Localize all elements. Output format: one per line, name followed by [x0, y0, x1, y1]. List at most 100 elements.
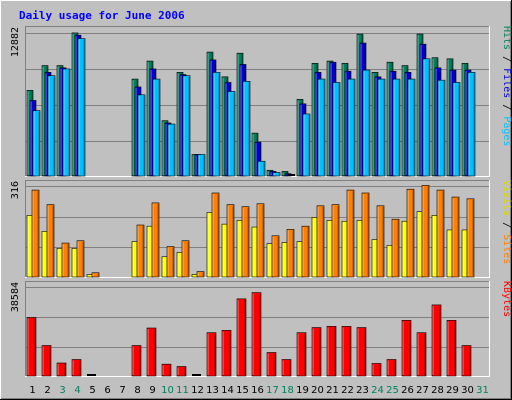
bar-sites-day-12	[196, 271, 205, 278]
bar-sites-day-29-face	[451, 196, 460, 278]
bar-pages-day-26	[407, 78, 416, 177]
bar-sites-day-13	[211, 192, 220, 278]
series-legend-label: Visits / Sites	[501, 180, 512, 264]
bar-pages-day-16	[257, 160, 266, 177]
bar-sites-day-24	[376, 205, 385, 278]
bar-sites-day-5-face	[91, 272, 100, 278]
bar-pages-day-24-face	[377, 78, 386, 177]
bar-kbytes-day-8	[131, 345, 142, 377]
x-tick-label-day-7: 7	[119, 385, 125, 396]
bar-kbytes-day-2-face	[41, 345, 52, 377]
bar-pages-day-4	[77, 38, 86, 177]
x-tick-label-day-14: 14	[221, 385, 234, 396]
bar-pages-day-30	[467, 72, 476, 177]
bar-sites-day-10-face	[166, 246, 175, 278]
bar-pages-day-29	[452, 82, 461, 177]
bar-sites-day-9-face	[151, 202, 160, 278]
bar-pages-day-12-face	[197, 154, 206, 177]
bar-sites-day-8-face	[136, 224, 145, 278]
bar-sites-day-18-face	[286, 229, 295, 278]
bar-pages-day-15-face	[242, 81, 251, 177]
bar-kbytes-day-16	[251, 292, 262, 377]
bar-kbytes-day-20-face	[311, 327, 322, 377]
bar-sites-day-16-face	[256, 203, 265, 278]
bar-pages-day-14	[227, 91, 236, 177]
bar-pages-day-9	[152, 78, 161, 177]
bar-kbytes-day-2	[41, 345, 52, 377]
bar-kbytes-day-23	[356, 327, 367, 377]
bar-sites-day-23-face	[361, 192, 370, 278]
bar-sites-day-3-face	[61, 242, 70, 278]
legend-label-part-3: /	[501, 98, 512, 116]
bar-kbytes-day-1	[26, 317, 37, 377]
bar-pages-day-24	[377, 78, 386, 177]
bar-kbytes-day-17	[266, 352, 277, 377]
bar-sites-day-8	[136, 224, 145, 278]
bar-pages-day-20-face	[317, 78, 326, 177]
bar-pages-day-13-face	[212, 72, 221, 177]
bar-pages-day-25	[392, 78, 401, 177]
bar-pages-day-8	[137, 94, 146, 177]
x-tick-label-day-30: 30	[461, 385, 474, 396]
bar-pages-day-20	[317, 78, 326, 177]
bar-sites-day-12-face	[196, 271, 205, 278]
x-tick-label-day-13: 13	[206, 385, 219, 396]
bar-kbytes-day-13	[206, 332, 217, 377]
bar-pages-day-22	[347, 78, 356, 177]
bar-sites-day-16	[256, 203, 265, 278]
bar-sites-day-20	[316, 205, 325, 278]
bar-pages-day-19	[302, 113, 311, 177]
x-tick-label-day-11: 11	[176, 385, 189, 396]
bar-sites-day-1	[31, 189, 40, 278]
bar-sites-day-14-face	[226, 204, 235, 278]
bar-kbytes-day-3	[56, 362, 67, 377]
bar-kbytes-day-25	[386, 359, 397, 377]
x-tick-label-day-27: 27	[416, 385, 429, 396]
bar-sites-day-23	[361, 192, 370, 278]
bar-kbytes-day-28-face	[431, 304, 442, 377]
bar-sites-day-2-face	[46, 204, 55, 278]
bar-kbytes-day-5	[87, 374, 96, 376]
bar-kbytes-day-29	[446, 320, 457, 377]
x-tick-label-day-18: 18	[281, 385, 294, 396]
y-max-label: 12882	[10, 27, 21, 57]
bar-sites-day-17	[271, 235, 280, 278]
bar-kbytes-day-15-face	[236, 298, 247, 377]
panel-hits-files-pages: 12882 Hits / Files / Pages	[10, 26, 512, 177]
x-tick-label-day-29: 29	[446, 385, 459, 396]
bar-pages-day-2-face	[47, 75, 56, 177]
bar-sites-day-14	[226, 204, 235, 278]
x-axis-labels: 1 2 3 4 5 6 7 8 9 10 11 12 13 14 15 16 17 18 19 20 21 22 23 24 2…	[29, 385, 489, 396]
bar-pages-day-25-face	[392, 78, 401, 177]
legend-label-part-1: /	[501, 50, 512, 68]
bar-kbytes-day-24-face	[371, 363, 382, 377]
bar-kbytes-day-22	[341, 326, 352, 377]
bar-kbytes-day-29-face	[446, 320, 457, 377]
bar-kbytes-day-27	[416, 332, 427, 377]
bar-sites-day-22	[346, 189, 355, 278]
bar-pages-day-2	[47, 75, 56, 177]
bar-kbytes-day-4	[71, 359, 82, 377]
bar-sites-day-10	[166, 246, 175, 278]
x-tick-label-day-8: 8	[134, 385, 140, 396]
bar-kbytes-day-10	[161, 363, 172, 377]
bar-kbytes-day-24	[371, 363, 382, 377]
x-tick-label-day-16: 16	[251, 385, 264, 396]
bar-pages-day-3	[62, 68, 71, 177]
bar-sites-day-4-face	[76, 240, 85, 278]
bar-pages-day-23	[362, 69, 371, 177]
bar-kbytes-day-16-face	[251, 292, 262, 377]
bar-kbytes-day-23-face	[356, 327, 367, 377]
bar-pages-day-15	[242, 81, 251, 177]
x-tick-label-day-6: 6	[104, 385, 110, 396]
legend-label-part-0: Hits	[501, 26, 512, 50]
x-tick-label-day-23: 23	[356, 385, 369, 396]
bar-sites-day-25-face	[391, 218, 400, 278]
bar-pages-day-9-face	[152, 78, 161, 177]
x-tick-label-day-31: 31	[476, 385, 489, 396]
legend-label-part-2: Files	[501, 68, 512, 98]
x-tick-label-day-15: 15	[236, 385, 249, 396]
bar-kbytes-day-18	[281, 359, 292, 377]
bar-pages-day-27-face	[422, 58, 431, 177]
